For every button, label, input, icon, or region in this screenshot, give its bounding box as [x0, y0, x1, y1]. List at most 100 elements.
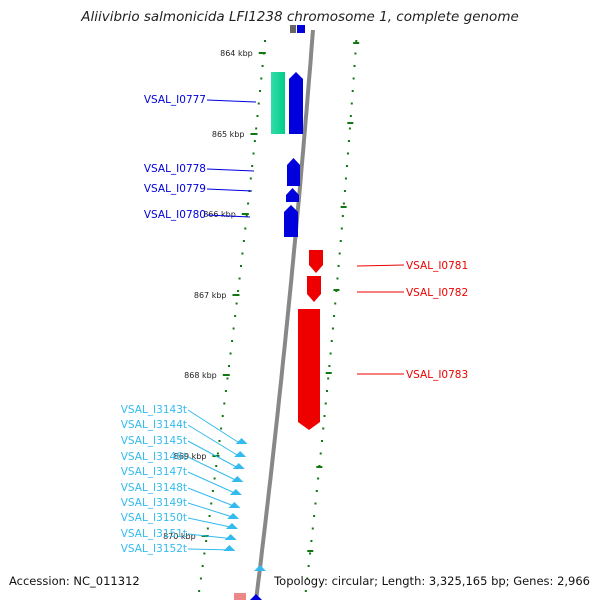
trna-marker [232, 463, 245, 469]
partial-feature-bottom-red [234, 593, 246, 600]
rrna-feature [271, 72, 285, 134]
tick-dot-outer [349, 115, 352, 117]
tick-dot-outer [314, 502, 317, 505]
tick-dot-outer [352, 77, 355, 80]
trna-gene-leader [187, 533, 235, 540]
trna-gene-leader [187, 502, 236, 519]
tick-dot-outer [339, 240, 342, 242]
tick-dot-outer [315, 490, 318, 492]
tick-dot-inner [257, 102, 260, 105]
tick-dot-outer [328, 365, 331, 367]
tick-dot-inner [205, 540, 208, 542]
forward-gene-leader [206, 168, 255, 172]
trna-gene-leader [187, 440, 239, 469]
tick-dash-inner [232, 294, 240, 296]
forward-gene-label: VSAL_I0780 [144, 209, 206, 221]
tick-dash-outer [333, 289, 340, 291]
tick-dot-inner [241, 252, 244, 255]
tick-dot-inner [244, 227, 247, 230]
trna-gene-label: VSAL_I3143t [121, 404, 187, 416]
tick-dot-inner [252, 152, 255, 155]
tick-dot-outer [306, 577, 309, 580]
trna-gene-leader [187, 456, 238, 482]
tick-dot-inner [218, 440, 221, 442]
tick-dot-inner [242, 240, 245, 242]
topology-text: Topology: circular; Length: 3,325,165 bp… [274, 574, 590, 588]
tick-dot-outer [325, 390, 328, 392]
tick-dot-outer [323, 415, 326, 417]
tick-dot-inner [216, 452, 219, 455]
tick-dot-inner [223, 402, 226, 405]
tick-dot-inner [226, 377, 229, 380]
tick-dot-inner [215, 465, 218, 467]
tick-dot-inner [247, 202, 250, 205]
tick-dot-outer [319, 452, 322, 455]
tick-dot-outer [351, 90, 354, 92]
accession-text: Accession: NC_011312 [9, 574, 140, 588]
tick-dot-inner [208, 515, 211, 517]
tick-dot-outer [336, 277, 339, 280]
tick-dot-inner [255, 127, 258, 130]
forward-gene-arrow [284, 205, 298, 237]
tick-dot-outer [304, 590, 307, 592]
tick-dot-outer [345, 165, 348, 167]
tick-dash-outer [353, 42, 360, 44]
tick-dot-outer [327, 377, 330, 380]
trna-gene-leader [187, 471, 238, 495]
tick-dot-inner [199, 577, 202, 580]
tick-dot-inner [251, 165, 254, 167]
tick-dot-inner [232, 327, 235, 330]
tick-dot-outer [317, 477, 320, 480]
trna-gene-leader [187, 487, 237, 508]
tick-dot-outer [342, 202, 345, 205]
tick-dot-inner [264, 40, 267, 42]
trna-gene-label: VSAL_I3147t [121, 466, 187, 478]
forward-gene-arrow [287, 158, 300, 186]
forward-gene-leader [206, 214, 251, 218]
forward-gene-label: VSAL_I0779 [144, 183, 206, 195]
tick-dot-outer [344, 177, 347, 180]
tick-dot-inner [235, 302, 238, 305]
forward-gene-label: VSAL_I0778 [144, 163, 206, 175]
tick-dot-inner [245, 215, 248, 217]
tick-dot-inner [210, 502, 213, 505]
kbp-tick-label: 870 kbp [163, 532, 196, 541]
forward-gene-arrow [289, 72, 303, 134]
tick-dot-outer [310, 540, 313, 542]
tick-dot-inner [234, 315, 237, 317]
tick-dot-outer [329, 352, 332, 355]
trna-gene-leader [187, 424, 240, 457]
tick-dot-outer [355, 40, 358, 42]
tick-dot-inner [206, 527, 209, 530]
tick-dot-outer [311, 527, 314, 530]
kbp-tick-label: 867 kbp [194, 291, 227, 300]
tick-dot-inner [256, 115, 259, 117]
tick-dot-outer [309, 552, 312, 555]
reverse-gene-arrow [309, 250, 323, 273]
tick-dot-inner [261, 65, 264, 67]
forward-gene-arrow [286, 188, 299, 202]
tick-dot-inner [229, 352, 232, 355]
tick-dot-outer [341, 215, 344, 217]
tick-dot-outer [313, 515, 316, 517]
tick-dot-outer [330, 340, 333, 342]
tick-dot-inner [211, 490, 214, 492]
tick-dot-outer [354, 52, 357, 55]
kbp-tick-label: 866 kbp [203, 210, 236, 219]
trna-marker [229, 489, 242, 495]
tick-dot-inner [249, 177, 252, 180]
reverse-gene-label: VSAL_I0782 [406, 287, 468, 299]
tick-dot-inner [224, 390, 227, 392]
tick-dot-inner [198, 590, 201, 592]
trna-marker [254, 565, 266, 571]
map-title: Aliivibrio salmonicida LFI1238 chromosom… [81, 9, 519, 25]
trna-gene-label: VSAL_I3152t [121, 543, 187, 555]
tick-dot-inner [231, 340, 234, 342]
tick-dash-outer [307, 550, 314, 552]
tick-dot-outer [307, 565, 310, 567]
tick-dot-inner [259, 90, 262, 92]
trna-gene-label: VSAL_I3149t [121, 497, 187, 509]
tick-dot-outer [343, 190, 346, 192]
trna-gene-label: VSAL_I3146t [121, 451, 187, 463]
